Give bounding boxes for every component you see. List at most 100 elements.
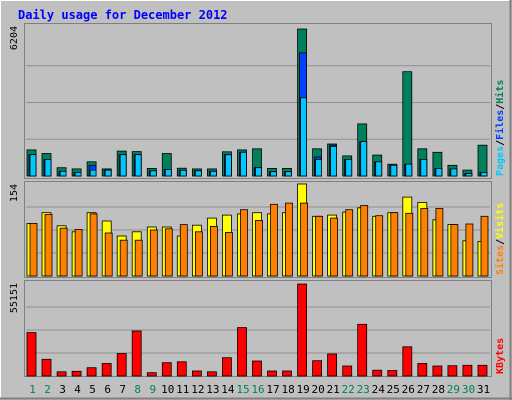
kbytes-bar-day-9 — [146, 372, 157, 377]
legend-hits: Hits — [494, 80, 506, 104]
pages-bar-day-31 — [480, 171, 488, 177]
kbytes-bar-day-26 — [402, 346, 413, 377]
kbytes-bar-day-10 — [161, 362, 172, 377]
sites-bar-day-3 — [59, 227, 68, 277]
pages-bar-day-5 — [89, 169, 97, 177]
day-label: 21 — [327, 383, 340, 396]
day-label: 28 — [432, 383, 445, 396]
sites-bar-day-14 — [224, 231, 233, 277]
kbytes-bar-day-27 — [417, 363, 428, 377]
day-label: 12 — [191, 383, 204, 396]
pages-bar-day-27 — [420, 158, 428, 177]
legend: KBytes — [495, 338, 506, 374]
sites-bar-day-6 — [104, 232, 113, 277]
kbytes-bar-day-18 — [282, 370, 292, 377]
sites-bar-day-11 — [179, 224, 188, 277]
day-label: 30 — [462, 383, 475, 396]
kbytes-bar-day-16 — [252, 360, 262, 377]
hits-bar-day-26 — [402, 71, 413, 177]
legend-separator: / — [495, 239, 506, 245]
sites-bar-day-29 — [450, 224, 459, 277]
y-max-label: 154 — [9, 184, 20, 202]
pages-bar-day-7 — [119, 154, 127, 177]
pages-bar-day-23 — [360, 141, 368, 177]
sites-bar-day-30 — [465, 223, 474, 277]
day-label: 29 — [447, 383, 460, 396]
kbytes-bar-day-14 — [221, 357, 232, 377]
y-max-label: 6204 — [9, 26, 20, 50]
kbytes-bar-day-8 — [131, 330, 142, 377]
legend-kbytes: KBytes — [495, 338, 506, 374]
panel-kbytes-bg — [24, 280, 492, 377]
sites-bar-day-15 — [240, 209, 248, 277]
pages-bar-day-14 — [224, 154, 232, 177]
pages-bar-day-28 — [435, 167, 443, 177]
sites-bar-day-7 — [119, 239, 128, 277]
kbytes-bar-day-30 — [462, 364, 473, 377]
sites-bar-day-17 — [270, 203, 278, 277]
sites-bar-day-27 — [420, 208, 429, 277]
day-label: 17 — [266, 383, 279, 396]
day-label: 13 — [206, 383, 219, 396]
day-label: 23 — [357, 383, 370, 396]
pages-bar-day-25 — [390, 164, 398, 177]
sites-bar-day-20 — [315, 215, 324, 277]
pages-bar-day-29 — [450, 168, 458, 177]
kbytes-bar-day-5 — [86, 367, 97, 377]
kbytes-bar-day-15 — [237, 327, 247, 377]
kbytes-bar-day-29 — [447, 365, 458, 377]
sites-bar-day-31 — [480, 215, 489, 277]
day-label: 19 — [296, 383, 309, 396]
day-label: 15 — [236, 383, 249, 396]
day-label: 1 — [29, 383, 36, 396]
bar-marks — [26, 28, 489, 377]
kbytes-bar-day-25 — [387, 370, 398, 377]
pages-bar-day-30 — [465, 173, 473, 177]
sites-bar-day-10 — [164, 228, 173, 277]
day-label: 7 — [119, 383, 126, 396]
legend-visits: Visits — [494, 203, 506, 239]
pages-bar-day-17 — [270, 171, 277, 177]
sites-bar-day-4 — [74, 228, 83, 277]
pages-bar-day-26 — [405, 163, 413, 177]
kbytes-bar-day-4 — [71, 370, 82, 377]
day-label: 9 — [149, 383, 156, 396]
sites-bar-day-22 — [345, 209, 354, 277]
pages-bar-day-18 — [285, 171, 292, 177]
day-label: 8 — [134, 383, 141, 396]
pages-bar-day-12 — [194, 170, 202, 177]
hits-bar-day-31 — [477, 144, 488, 177]
day-label: 4 — [74, 383, 81, 396]
legend: Sites/Visits — [494, 203, 506, 275]
sites-bar-day-18 — [285, 202, 293, 277]
day-label: 24 — [372, 383, 386, 396]
kbytes-bar-day-28 — [432, 365, 443, 377]
pages-bar-day-15 — [240, 151, 247, 177]
y-max-label: 55151 — [9, 283, 20, 313]
kbytes-bar-day-17 — [267, 370, 277, 377]
kbytes-bar-day-23 — [357, 323, 368, 377]
sites-bar-day-23 — [360, 205, 369, 277]
sites-bar-day-19 — [300, 202, 309, 277]
legend-separator: / — [495, 104, 506, 110]
kbytes-bar-day-3 — [56, 371, 67, 377]
pages-bar-day-22 — [345, 158, 353, 177]
sites-bar-day-24 — [375, 215, 384, 277]
pages-bar-day-13 — [209, 170, 217, 177]
kbytes-bar-day-1 — [26, 332, 37, 377]
day-label: 2 — [44, 383, 51, 396]
sites-bar-day-9 — [149, 229, 158, 277]
sites-bar-day-1 — [29, 222, 38, 277]
sites-bar-day-26 — [405, 212, 414, 277]
pages-bar-day-16 — [255, 167, 262, 177]
kbytes-bar-day-7 — [116, 353, 127, 377]
pages-bar-day-4 — [74, 171, 82, 177]
kbytes-bar-day-20 — [312, 360, 323, 377]
sites-bar-day-16 — [255, 219, 263, 277]
kbytes-bar-day-24 — [372, 369, 383, 377]
pages-bar-day-11 — [179, 169, 187, 177]
legend-separator: / — [495, 140, 506, 146]
pages-bar-day-8 — [134, 154, 142, 177]
day-label: 16 — [251, 383, 264, 396]
